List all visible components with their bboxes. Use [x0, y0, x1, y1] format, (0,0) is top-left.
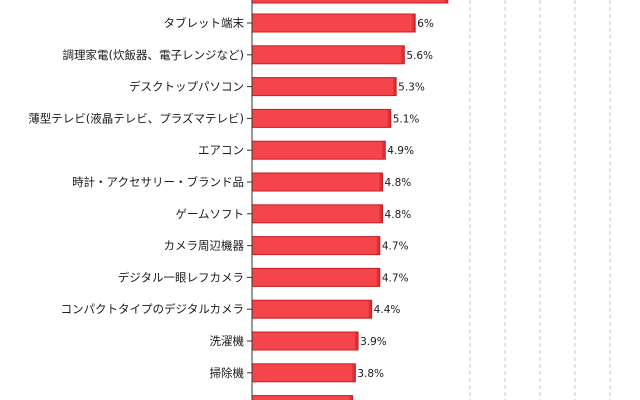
bar-partial-top-edge [444, 0, 448, 3]
value-label-1: 6% [417, 18, 434, 30]
bar-10 [251, 299, 373, 319]
bar-partial-top [251, 0, 449, 4]
value-labels: 6% 5.6% 5.3% 5.1% 4.9% 4.8% 4.8% 4.7% 4.7% 4.4% 3.… [357, 18, 434, 380]
bar-12-edge [352, 363, 356, 382]
value-label-8: 4.7% [382, 241, 409, 253]
bar-10-edge [368, 300, 372, 319]
category-label-9: デジタル一眼レフカメラ [118, 270, 244, 284]
bar-5-edge [382, 141, 386, 160]
bar-3-edge [393, 77, 397, 96]
bar-1 [251, 13, 416, 33]
value-label-7: 4.8% [385, 209, 412, 221]
bar-2 [251, 45, 405, 65]
category-label-8: カメラ周辺機器 [164, 239, 245, 253]
bar-7-edge [379, 204, 383, 223]
value-label-6: 4.8% [385, 177, 412, 189]
bar-3 [251, 77, 397, 97]
value-label-2: 5.6% [406, 50, 433, 62]
category-label-1: タブレット端末 [164, 16, 245, 30]
value-label-9: 4.7% [382, 272, 409, 284]
bar-8-edge [376, 236, 380, 255]
category-label-10: コンパクトタイプのデジタルカメラ [61, 302, 244, 316]
value-label-11: 3.9% [360, 336, 387, 348]
y-axis-ticks [247, 22, 252, 374]
bar-6-edge [379, 173, 383, 191]
category-label-6: 時計・アクセサリー・ブランド品 [72, 175, 244, 189]
category-label-7: ゲームソフト [175, 207, 244, 221]
value-label-4: 5.1% [393, 113, 420, 125]
value-label-5: 4.9% [387, 145, 414, 157]
category-label-4: 薄型テレビ(液晶テレビ、プラズマテレビ) [28, 111, 244, 125]
bar-8 [251, 236, 381, 256]
category-label-2: 調理家電(炊飯器、電子レンジなど) [63, 48, 244, 62]
bar-partial-bottom-edge [349, 395, 353, 400]
bar-4-edge [387, 109, 391, 128]
bar-4 [251, 108, 392, 128]
bar-2-edge [401, 45, 405, 64]
bar-7 [251, 204, 384, 224]
bars [251, 0, 449, 400]
category-label-5: エアコン [198, 143, 244, 157]
bar-11 [251, 331, 359, 351]
bar-9 [251, 267, 381, 287]
category-label-3: デスクトップパソコン [129, 80, 244, 94]
category-label-12: 掃除機 [210, 366, 245, 380]
bar-partial-bottom [251, 395, 354, 400]
bar-1-edge [412, 14, 416, 32]
grid-lines [469, 0, 611, 400]
bar-5 [251, 140, 386, 160]
bar-11-edge [355, 332, 359, 350]
value-label-12: 3.8% [357, 368, 384, 380]
value-label-3: 5.3% [398, 82, 425, 94]
bar-6 [251, 172, 384, 192]
bar-9-edge [376, 268, 380, 287]
bar-12 [251, 363, 356, 383]
value-label-10: 4.4% [374, 304, 401, 316]
category-label-11: 洗濯機 [210, 334, 245, 348]
